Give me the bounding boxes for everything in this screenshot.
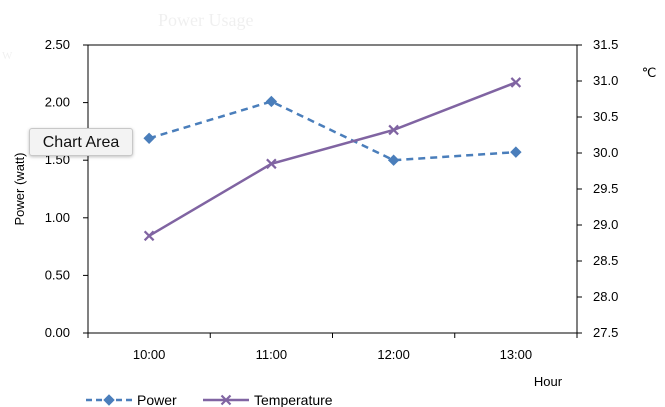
x-axis-title: Hour xyxy=(534,374,563,389)
data-point-marker[interactable] xyxy=(143,230,155,242)
x-tick-label: 10:00 xyxy=(133,347,166,362)
y-tick-label: 2.50 xyxy=(45,37,70,52)
x-tick-label: 13:00 xyxy=(500,347,533,362)
legend-item-temperature[interactable]: Temperature xyxy=(203,392,333,407)
y2-tick-label: 29.5 xyxy=(593,181,618,196)
data-point-marker[interactable] xyxy=(387,154,400,166)
data-point-marker[interactable] xyxy=(510,146,522,158)
series-line[interactable] xyxy=(148,100,516,162)
legend-item-power[interactable]: Power xyxy=(86,392,177,407)
y-tick-label: 1.00 xyxy=(45,210,70,225)
series-power xyxy=(143,95,522,166)
data-point-marker[interactable] xyxy=(510,77,522,88)
y2-tick-label: 31.0 xyxy=(593,73,618,88)
x-tick-label: 12:00 xyxy=(377,347,410,362)
y2-tick-label: 30.0 xyxy=(593,145,618,160)
data-point-marker[interactable] xyxy=(265,95,278,108)
data-point-marker[interactable] xyxy=(103,394,115,406)
data-point-marker[interactable] xyxy=(143,132,155,145)
series-temperature xyxy=(143,77,522,242)
x-tick-label: 11:00 xyxy=(256,347,288,362)
y2-axis-title: ℃ xyxy=(642,65,657,80)
x-axis: 10:00 11:00 12:00 13:00 xyxy=(87,333,578,362)
y-tick-label: 0.50 xyxy=(45,267,70,282)
y2-tick-label: 29.0 xyxy=(593,217,618,232)
chart-area-tooltip: Chart Area xyxy=(29,128,133,156)
right-axis: 27.5 28.0 28.5 29.0 29.5 30.0 30.5 31.0 31.5 xyxy=(577,37,618,340)
y2-tick-label: 28.0 xyxy=(593,289,618,304)
y2-tick-label: 28.5 xyxy=(593,253,618,268)
y-tick-label: 2.00 xyxy=(45,95,70,110)
data-point-marker[interactable] xyxy=(388,124,399,136)
y-axis-title: Power (watt) xyxy=(12,153,27,226)
y2-tick-label: 31.5 xyxy=(593,37,618,52)
y-tick-label: 0.00 xyxy=(45,325,70,340)
legend-label: Temperature xyxy=(254,392,333,407)
legend: Power Temperature xyxy=(86,392,333,407)
faint-background-mark: W xyxy=(2,50,13,62)
data-point-marker[interactable] xyxy=(220,394,232,406)
y2-tick-label: 27.5 xyxy=(593,325,618,340)
series-layer xyxy=(143,77,522,242)
left-axis: 0.000.501.001.502.002.50 xyxy=(45,37,88,340)
legend-label: Power xyxy=(137,392,177,407)
faint-background-text: Power Usage xyxy=(158,10,253,30)
y2-tick-label: 30.5 xyxy=(593,109,618,124)
data-point-marker[interactable] xyxy=(266,158,277,170)
series-line[interactable] xyxy=(148,81,517,237)
